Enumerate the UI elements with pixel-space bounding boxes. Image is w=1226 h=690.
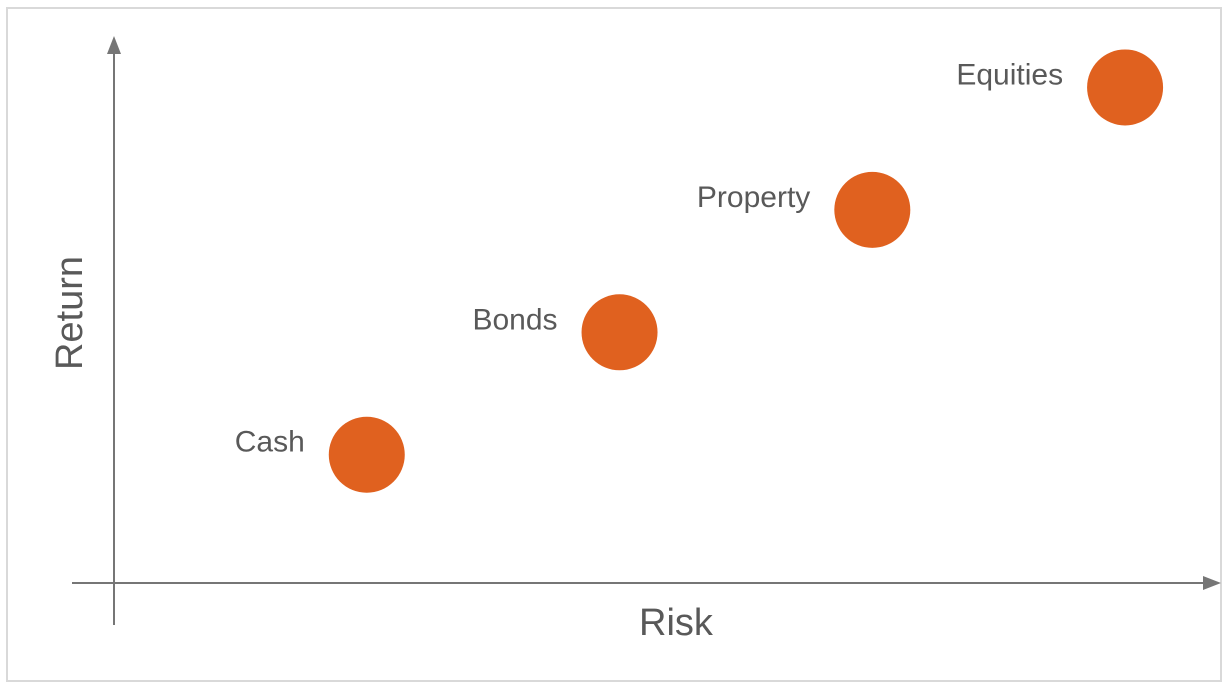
point-label-bonds: Bonds: [472, 303, 557, 336]
data-point-bonds: [581, 294, 658, 371]
y-axis-arrow: [107, 36, 121, 54]
point-label-equities: Equities: [956, 58, 1063, 91]
data-point-equities: [1087, 49, 1164, 126]
point-label-cash: Cash: [235, 426, 305, 459]
x-axis-arrow: [1203, 576, 1221, 590]
x-axis-label: Risk: [639, 602, 714, 644]
points-layer: Cash Bonds Property Equities: [235, 49, 1164, 493]
data-point-cash: [328, 416, 405, 493]
data-point-property: [834, 171, 911, 248]
point-label-property: Property: [697, 181, 810, 214]
y-axis-label: Return: [49, 256, 91, 370]
